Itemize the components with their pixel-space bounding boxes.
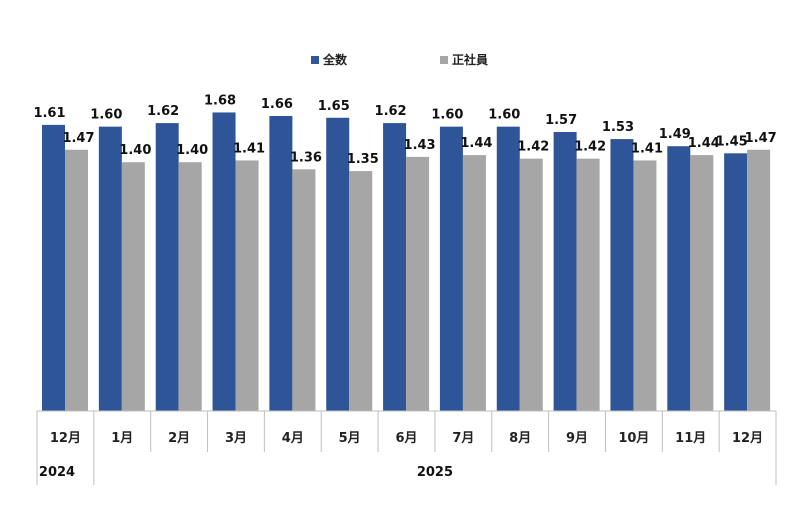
data-label-total-0: 1.61 bbox=[33, 106, 65, 121]
legend-label-total: 全数 bbox=[322, 52, 348, 67]
data-label-regular-2: 1.40 bbox=[176, 143, 208, 158]
data-label-regular-4: 1.36 bbox=[290, 150, 322, 165]
data-labels: 1.61 1.60 1.62 1.68 1.66 1.65 1.62 1.60 1.60 1.57… bbox=[33, 93, 776, 167]
data-label-total-5: 1.65 bbox=[318, 99, 350, 114]
bar-total-0 bbox=[42, 124, 65, 411]
bar-regular-4 bbox=[292, 169, 316, 411]
data-label-total-1: 1.60 bbox=[90, 108, 122, 123]
bar-regular-7 bbox=[462, 155, 486, 411]
bar-total-7 bbox=[439, 126, 463, 412]
year-label-2024: 2024 bbox=[39, 465, 75, 480]
x-tick-label: 4月 bbox=[282, 431, 304, 446]
data-label-total-11: 1.49 bbox=[659, 127, 691, 142]
x-tick-label: 11月 bbox=[675, 431, 706, 446]
bar-total-2 bbox=[155, 123, 179, 412]
data-label-regular-6: 1.43 bbox=[404, 138, 436, 153]
bar-total-12 bbox=[724, 153, 748, 412]
year-label-2025: 2025 bbox=[417, 465, 453, 480]
data-label-regular-8: 1.42 bbox=[517, 140, 549, 155]
data-label-total-7: 1.60 bbox=[431, 108, 463, 123]
data-label-regular-0: 1.47 bbox=[62, 131, 94, 146]
data-label-regular-5: 1.35 bbox=[347, 152, 379, 167]
x-tick-label: 8月 bbox=[509, 431, 531, 446]
x-tick-label: 9月 bbox=[566, 431, 588, 446]
x-tick-label: 10月 bbox=[618, 431, 649, 446]
data-label-total-8: 1.60 bbox=[488, 108, 520, 123]
data-label-regular-3: 1.41 bbox=[233, 141, 265, 156]
bar-regular-1 bbox=[121, 162, 145, 411]
x-tick-label: 5月 bbox=[339, 431, 361, 446]
x-tick-label: 7月 bbox=[452, 431, 474, 446]
data-label-total-3: 1.68 bbox=[204, 93, 236, 108]
data-label-total-12: 1.45 bbox=[716, 134, 748, 149]
data-label-total-4: 1.66 bbox=[261, 97, 293, 112]
bar-total-6 bbox=[383, 123, 407, 412]
x-tick-label: 3月 bbox=[225, 431, 247, 446]
category-axis: 12月 1月 2月 3月 4月 5月 6月 7月 8月 9月 10月 11月 12月 2024 2025 bbox=[36, 410, 777, 485]
legend-swatch-regular bbox=[440, 56, 448, 64]
bar-regular-10 bbox=[633, 160, 657, 411]
data-label-total-6: 1.62 bbox=[375, 104, 407, 119]
bar-total-9 bbox=[553, 131, 577, 411]
bar-regular-9 bbox=[576, 158, 600, 411]
bar-total-5 bbox=[326, 117, 350, 412]
bar-regular-12 bbox=[747, 149, 771, 411]
data-label-regular-11: 1.44 bbox=[688, 136, 720, 151]
data-label-regular-1: 1.40 bbox=[119, 143, 151, 158]
bar-regular-3 bbox=[235, 160, 259, 411]
bar-total-10 bbox=[610, 139, 634, 411]
data-label-total-2: 1.62 bbox=[147, 104, 179, 119]
x-tick-label: 1月 bbox=[111, 431, 133, 446]
x-tick-label: 2月 bbox=[168, 431, 190, 446]
data-label-regular-7: 1.44 bbox=[460, 136, 492, 151]
x-tick-label: 12月 bbox=[732, 431, 763, 446]
legend-swatch-total bbox=[311, 56, 319, 64]
x-tick-label: 12月 bbox=[50, 431, 81, 446]
bar-regular-11 bbox=[690, 155, 714, 411]
data-label-regular-12: 1.47 bbox=[745, 131, 777, 146]
data-label-total-9: 1.57 bbox=[545, 113, 577, 128]
bar-regular-2 bbox=[178, 162, 202, 411]
bar-regular-6 bbox=[406, 156, 430, 411]
bar-total-8 bbox=[496, 126, 520, 412]
bars bbox=[42, 112, 771, 412]
bar-total-1 bbox=[98, 126, 122, 412]
bar-total-4 bbox=[269, 115, 293, 411]
data-label-total-10: 1.53 bbox=[602, 120, 634, 135]
legend: 全数 正社員 bbox=[311, 52, 488, 67]
x-tick-label: 6月 bbox=[395, 431, 417, 446]
data-label-regular-10: 1.41 bbox=[631, 141, 663, 156]
data-label-regular-9: 1.42 bbox=[574, 140, 606, 155]
bar-regular-5 bbox=[349, 171, 373, 411]
bar-total-3 bbox=[212, 112, 236, 411]
bar-regular-0 bbox=[65, 149, 88, 411]
bar-regular-8 bbox=[519, 158, 543, 411]
legend-label-regular: 正社員 bbox=[452, 52, 488, 67]
bar-total-11 bbox=[667, 146, 691, 411]
